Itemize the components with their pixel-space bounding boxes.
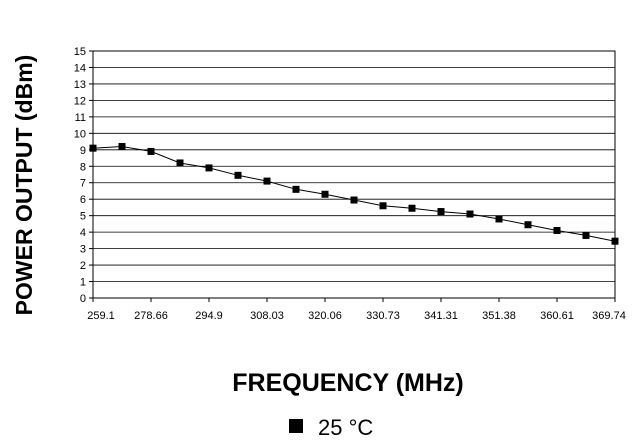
legend-marker [289, 419, 303, 433]
x-tick-label: 330.73 [366, 310, 400, 322]
y-tick-label: 6 [80, 194, 86, 206]
data-point [379, 202, 387, 210]
series-line-25c [92, 145, 616, 242]
y-axis-title: POWER OUTPUT (dBm) [11, 55, 37, 316]
y-tick-label: 2 [80, 260, 86, 272]
data-point [321, 190, 329, 198]
x-tick-label: 259.1 [87, 310, 115, 322]
x-tick-label: 360.61 [540, 310, 574, 322]
data-point [205, 164, 213, 172]
y-tick-label: 5 [80, 211, 86, 223]
data-point [263, 177, 271, 185]
y-tick-label: 9 [80, 145, 86, 157]
y-tick-label: 14 [74, 62, 86, 74]
x-tick-label: 294.9 [195, 310, 223, 322]
data-point [292, 185, 300, 193]
grid-lines [93, 50, 615, 299]
legend: 25 °C [289, 415, 373, 440]
y-tick-label: 15 [74, 46, 86, 58]
data-point [176, 159, 184, 167]
data-point [118, 143, 126, 151]
y-tick-label: 13 [74, 79, 86, 91]
y-tick-label: 4 [80, 227, 86, 239]
y-tick-label: 12 [74, 95, 86, 107]
x-tick-label: 308.03 [250, 310, 284, 322]
data-point [495, 215, 503, 223]
data-point [408, 204, 416, 212]
data-point [437, 208, 445, 216]
data-point [350, 196, 358, 204]
x-tick-label: 351.38 [482, 310, 516, 322]
x-tick-label: 341.31 [424, 310, 458, 322]
data-point [582, 231, 590, 239]
data-point [611, 237, 619, 245]
y-tick-label: 11 [75, 112, 86, 124]
y-tick-label: 1 [80, 277, 86, 289]
data-point [524, 221, 532, 229]
data-point [553, 226, 561, 234]
x-axis-title: FREQUENCY (MHz) [232, 369, 463, 397]
series-markers [89, 143, 619, 245]
y-tick-label: 0 [80, 293, 86, 305]
x-tick-label: 369.74 [592, 310, 626, 322]
x-tick-label: 278.66 [134, 310, 168, 322]
legend-label: 25 °C [318, 415, 373, 440]
x-tick-label: 320.06 [308, 310, 342, 322]
y-tick-label: 3 [80, 244, 86, 256]
plot-area [92, 50, 616, 299]
data-point [147, 147, 155, 155]
data-point [234, 171, 242, 179]
y-tick-label: 10 [74, 128, 86, 140]
y-tick-label: 7 [80, 178, 86, 190]
x-tick-labels: 259.1 278.66 294.9 308.03 320.06 330.73 341.31… [87, 298, 626, 322]
y-tick-label: 8 [80, 161, 86, 173]
data-point [89, 144, 97, 152]
data-point [466, 210, 474, 218]
